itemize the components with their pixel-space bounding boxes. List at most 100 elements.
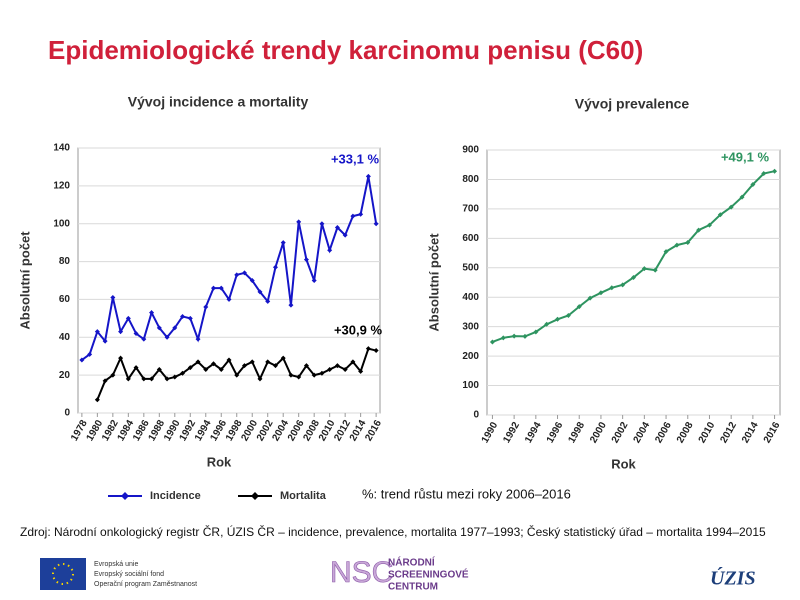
annotation: +49,1 % (721, 149, 770, 164)
point (555, 316, 561, 322)
x-tick-label: 2004 (632, 420, 653, 445)
point (772, 168, 778, 174)
point (265, 298, 271, 304)
y-tick-label: 800 (462, 174, 479, 185)
x-tick-label: 1994 (523, 420, 544, 445)
point (303, 363, 309, 369)
point (102, 378, 108, 384)
y-tick-label: 700 (462, 204, 479, 215)
y-tick-label: 300 (462, 321, 479, 332)
point (195, 336, 201, 342)
point (118, 355, 124, 361)
point (652, 267, 658, 273)
point (149, 376, 155, 382)
point (218, 285, 224, 291)
point (149, 310, 155, 316)
point (576, 304, 582, 310)
point (265, 359, 271, 365)
nsc-logo: NSC NÁRODNÍ SCREENINGOVÉ CENTRUM (330, 556, 469, 593)
point (102, 338, 108, 344)
point (334, 225, 340, 230)
y-tick-label: 60 (59, 294, 71, 305)
eu-logo: Evropská unie Evropský sociální fond Ope… (40, 558, 197, 590)
point (125, 376, 131, 382)
eu-text: Evropský sociální fond (94, 571, 164, 578)
point (334, 363, 340, 369)
x-tick-label: 1992 (501, 420, 522, 445)
point (587, 295, 593, 301)
point (522, 333, 528, 339)
point (241, 363, 247, 369)
series-line (81, 176, 378, 361)
y-tick-label: 100 (53, 218, 70, 229)
point (350, 213, 356, 219)
chart-title: Vývoj incidence a mortality (128, 94, 309, 110)
point (544, 321, 550, 327)
point (195, 359, 201, 365)
y-tick-label: 100 (462, 380, 479, 391)
point (598, 290, 604, 296)
y-tick-label: 120 (53, 180, 70, 191)
point (272, 363, 278, 369)
point (696, 227, 702, 233)
eu-text: Evropská unie (94, 561, 138, 568)
point (620, 282, 626, 288)
point (257, 289, 263, 295)
point (296, 219, 302, 225)
point (172, 325, 178, 331)
point (365, 173, 371, 179)
point (663, 249, 669, 255)
point (180, 313, 186, 319)
point (327, 247, 333, 253)
point (226, 357, 232, 363)
point (226, 296, 232, 302)
nsc-text: SCREENINGOVÉ (388, 568, 469, 581)
x-tick-label: 2014 (740, 420, 761, 445)
point (234, 272, 240, 278)
x-tick-label: 2016 (762, 420, 783, 445)
point (565, 312, 571, 318)
annotation: +33,1 % (331, 151, 380, 166)
point (234, 372, 240, 378)
point (685, 239, 691, 245)
point (288, 372, 294, 378)
point (241, 270, 247, 276)
point (79, 357, 85, 363)
x-tick-label: 2008 (675, 420, 696, 445)
plot-area (77, 147, 381, 414)
point (750, 181, 756, 187)
point (87, 351, 93, 357)
point (211, 285, 217, 291)
y-axis-label: Absolutní počet (17, 231, 32, 330)
point (172, 374, 178, 380)
y-tick-label: 900 (462, 145, 479, 156)
chart-title: Vývoj prevalence (575, 96, 690, 112)
point (373, 348, 379, 354)
legend-marker (121, 492, 129, 500)
point (533, 329, 539, 335)
point (211, 361, 217, 367)
y-tick-label: 200 (462, 351, 479, 362)
point (257, 376, 263, 382)
x-axis-label: Rok (207, 454, 232, 469)
point (500, 335, 506, 341)
nsc-text: CENTRUM (388, 582, 438, 593)
point (311, 372, 317, 378)
point (706, 222, 712, 228)
y-tick-label: 0 (473, 410, 479, 421)
point (272, 264, 278, 270)
point (141, 376, 147, 382)
x-tick-label: 1996 (545, 420, 566, 445)
point (319, 370, 325, 376)
x-tick-label: 2000 (588, 420, 609, 445)
x-tick-label: 2012 (718, 420, 739, 445)
point (358, 211, 364, 217)
point (358, 368, 364, 374)
y-tick-label: 20 (59, 370, 71, 381)
point (203, 304, 209, 310)
point (180, 370, 186, 376)
point (319, 221, 325, 227)
point (489, 339, 495, 345)
point (511, 333, 517, 339)
